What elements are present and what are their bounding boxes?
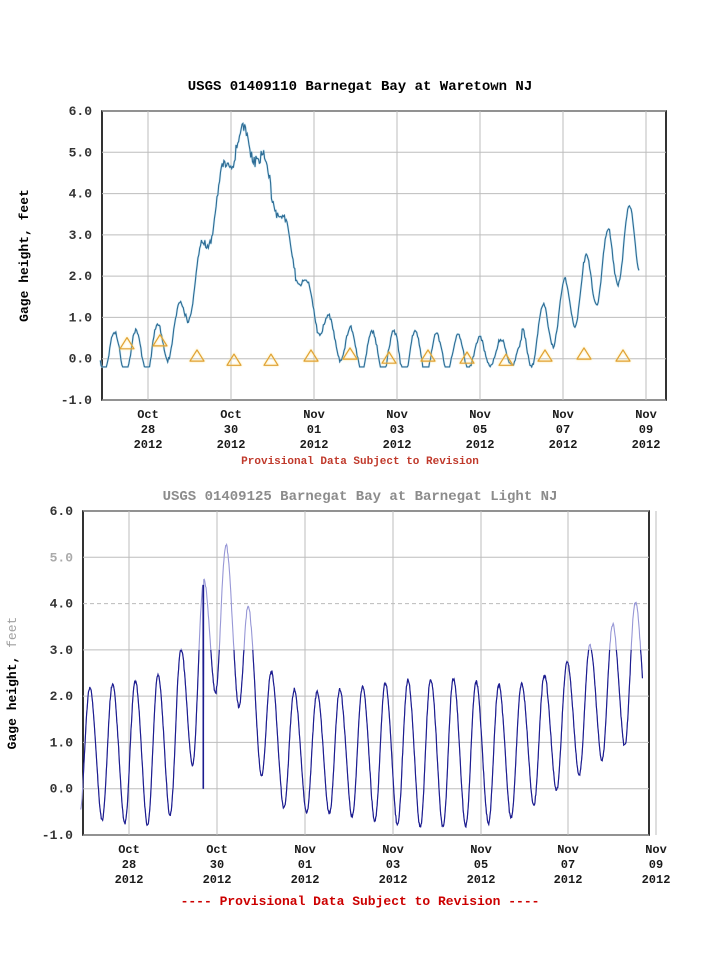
svg-text:2012: 2012: [549, 438, 578, 452]
svg-text:2012: 2012: [217, 438, 246, 452]
svg-text:09: 09: [639, 423, 653, 437]
svg-text:2012: 2012: [134, 438, 163, 452]
svg-text:4.0: 4.0: [69, 187, 93, 202]
svg-text:Nov: Nov: [635, 408, 657, 422]
svg-text:05: 05: [473, 423, 487, 437]
svg-text:Nov: Nov: [645, 843, 667, 857]
svg-text:2012: 2012: [291, 873, 320, 887]
svg-text:2012: 2012: [632, 438, 661, 452]
svg-text:2012: 2012: [383, 438, 412, 452]
svg-text:Oct: Oct: [220, 408, 242, 422]
svg-text:Nov: Nov: [303, 408, 325, 422]
svg-text:01: 01: [307, 423, 321, 437]
svg-text:Nov: Nov: [469, 408, 491, 422]
svg-text:2012: 2012: [642, 873, 671, 887]
svg-text:3.0: 3.0: [50, 643, 74, 658]
svg-text:2012: 2012: [115, 873, 144, 887]
svg-text:Nov: Nov: [552, 408, 574, 422]
svg-text:Provisional Data Subject to Re: Provisional Data Subject to Revision: [241, 456, 479, 468]
svg-text:03: 03: [386, 858, 400, 872]
svg-text:07: 07: [556, 423, 570, 437]
svg-text:Nov: Nov: [382, 843, 404, 857]
svg-text:6.0: 6.0: [50, 504, 74, 519]
svg-text:2012: 2012: [203, 873, 232, 887]
svg-text:-1.0: -1.0: [61, 393, 92, 408]
svg-text:Nov: Nov: [386, 408, 408, 422]
svg-text:USGS 01409125 Barnegat Bay at: USGS 01409125 Barnegat Bay at Barnegat L…: [163, 489, 558, 505]
svg-text:Oct: Oct: [137, 408, 159, 422]
svg-text:USGS 01409110 Barnegat Bay at: USGS 01409110 Barnegat Bay at Waretown N…: [188, 79, 532, 95]
svg-text:0.0: 0.0: [69, 352, 93, 367]
svg-text:1.0: 1.0: [69, 310, 93, 325]
svg-text:---- Provisional Data Subject: ---- Provisional Data Subject to Revisio…: [181, 894, 540, 909]
svg-text:05: 05: [474, 858, 488, 872]
svg-text:Gage height, feet: Gage height, feet: [17, 189, 32, 322]
svg-text:6.0: 6.0: [69, 104, 93, 119]
svg-text:4.0: 4.0: [50, 597, 74, 612]
svg-text:28: 28: [141, 423, 155, 437]
svg-text:2.0: 2.0: [69, 269, 93, 284]
svg-text:0.0: 0.0: [50, 782, 74, 797]
svg-text:07: 07: [561, 858, 575, 872]
svg-text:2012: 2012: [554, 873, 583, 887]
svg-text:2012: 2012: [300, 438, 329, 452]
svg-text:Oct: Oct: [206, 843, 228, 857]
svg-text:03: 03: [390, 423, 404, 437]
svg-text:5.0: 5.0: [50, 550, 74, 565]
svg-text:28: 28: [122, 858, 136, 872]
svg-text:2.0: 2.0: [50, 689, 74, 704]
svg-text:2012: 2012: [379, 873, 408, 887]
svg-text:-1.0: -1.0: [42, 828, 73, 843]
svg-text:30: 30: [224, 423, 238, 437]
svg-text:Gage height, feet: Gage height, feet: [5, 617, 20, 750]
svg-text:Nov: Nov: [557, 843, 579, 857]
svg-text:Oct: Oct: [118, 843, 140, 857]
svg-text:Nov: Nov: [294, 843, 316, 857]
svg-text:3.0: 3.0: [69, 228, 93, 243]
svg-text:2012: 2012: [467, 873, 496, 887]
svg-text:1.0: 1.0: [50, 735, 74, 750]
svg-text:5.0: 5.0: [69, 145, 93, 160]
svg-text:09: 09: [649, 858, 663, 872]
svg-text:30: 30: [210, 858, 224, 872]
svg-text:2012: 2012: [466, 438, 495, 452]
svg-text:Nov: Nov: [470, 843, 492, 857]
svg-text:01: 01: [298, 858, 312, 872]
